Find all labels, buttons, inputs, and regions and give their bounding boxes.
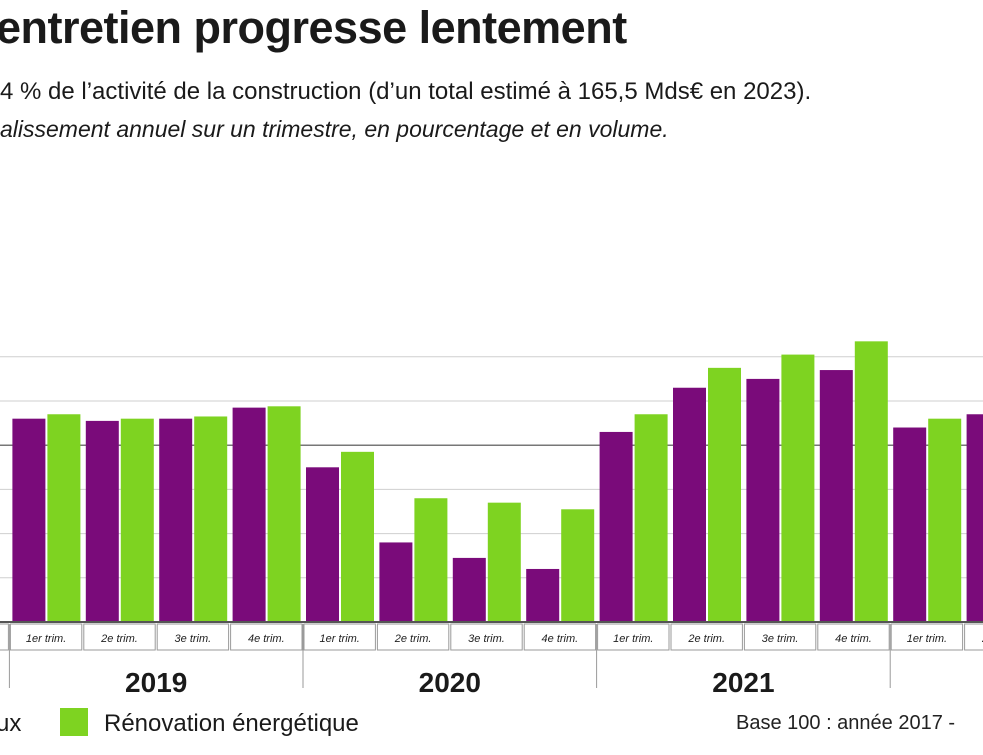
x-tick-label: 4e trim. — [248, 633, 285, 645]
tick-box — [230, 623, 303, 651]
tick-box — [156, 623, 230, 651]
bar-series1 — [379, 542, 413, 622]
base-note: Base 100 : année 2017 - — [736, 712, 956, 734]
tick-box — [303, 623, 376, 651]
tick-box — [450, 623, 523, 651]
x-tick-label: 3e trim. — [175, 633, 212, 645]
tick-box — [597, 623, 670, 651]
bar-series1 — [599, 431, 633, 622]
bar-series1 — [306, 467, 339, 622]
bar-series1 — [452, 557, 486, 622]
x-tick-label: 2e trim. — [394, 633, 432, 645]
bar-renovation-energetique — [414, 498, 448, 622]
tick-box — [0, 623, 9, 651]
bar-renovation-energetique — [781, 354, 815, 622]
year-label: 2021 — [712, 667, 774, 698]
legend-label-renovation-energetique: Rénovation énergétique — [104, 710, 359, 737]
bar-renovation-energetique — [708, 367, 741, 622]
bar-renovation-energetique — [194, 416, 228, 622]
bar-series1 — [673, 387, 706, 622]
x-tick-label: 1er trim. — [26, 633, 66, 645]
bar-chart: 1er trim. 1er trim. 2e trim. 3e trim. 4e tri… — [0, 341, 983, 698]
bar-renovation-energetique — [341, 451, 374, 622]
bar-renovation-energetique — [854, 341, 888, 622]
chart-title: entretien progresse lentement — [0, 2, 627, 53]
tick-box — [523, 623, 597, 651]
tick-box — [670, 623, 743, 651]
bar-renovation-energetique — [928, 418, 962, 622]
bar-series1 — [12, 418, 46, 622]
x-tick-label: 1er trim. — [320, 633, 360, 645]
bar-series1 — [526, 568, 560, 622]
bar-renovation-energetique — [634, 414, 668, 622]
x-tick-label: 4e trim. — [835, 633, 872, 645]
year-label: 2020 — [419, 667, 481, 698]
chart-subtitle: 4 % de l’activité de la construction (d’… — [0, 78, 812, 105]
tick-box — [83, 623, 156, 651]
x-tick-label: 2e trim. — [981, 633, 983, 645]
x-tick-label: 2e trim. — [687, 633, 725, 645]
bar-series1 — [85, 420, 119, 622]
tick-box — [9, 623, 83, 651]
bar-renovation-energetique — [561, 509, 595, 622]
chart-note: alissement annuel sur un trimestre, en p… — [0, 116, 669, 142]
bar-series1 — [893, 427, 927, 622]
tick-box — [376, 623, 450, 651]
bar-renovation-energetique — [120, 418, 154, 622]
bar-series1 — [966, 414, 983, 622]
tick-box — [817, 623, 890, 651]
bar-series1 — [819, 370, 853, 622]
bar-series1 — [159, 418, 193, 622]
legend-label-series1: ux — [0, 710, 22, 737]
bar-renovation-energetique — [47, 414, 81, 622]
bar-renovation-energetique — [267, 406, 301, 622]
x-tick-label: 4e trim. — [542, 633, 579, 645]
tick-box — [890, 623, 964, 651]
bar-series1 — [746, 378, 780, 622]
x-tick-label: 3e trim. — [468, 633, 505, 645]
tick-box — [964, 623, 983, 651]
bar-renovation-energetique — [487, 502, 521, 622]
x-tick-label: 3e trim. — [762, 633, 799, 645]
x-tick-label: 1er trim. — [907, 633, 947, 645]
year-label: 2019 — [125, 667, 187, 698]
x-tick-label: 2e trim. — [100, 633, 138, 645]
x-tick-label: 1er trim. — [613, 633, 653, 645]
bar-series1 — [232, 407, 266, 622]
tick-box — [743, 623, 817, 651]
legend-swatch-renovation-energetique — [60, 708, 88, 736]
